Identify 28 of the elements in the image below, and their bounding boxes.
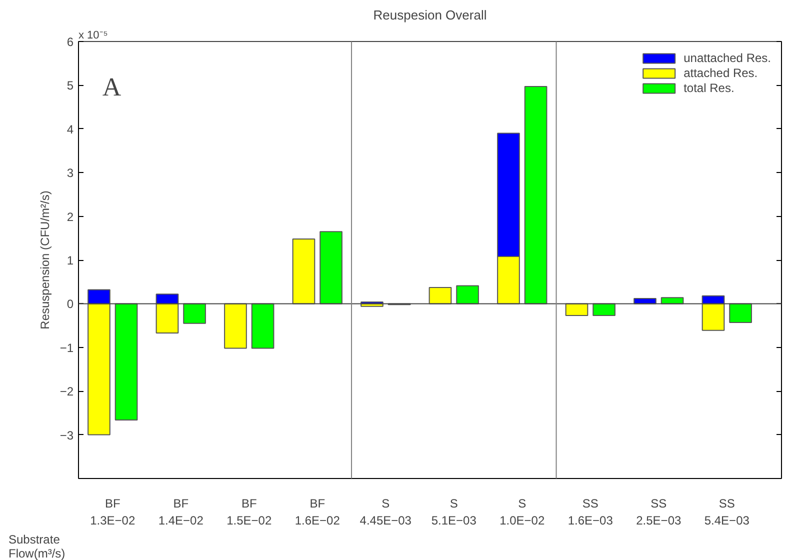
x-axis-title: Substrate Flow(m³/s) <box>8 532 66 560</box>
legend-label: unattached Res. <box>684 51 771 65</box>
x-tick-label: BF 1.6E−02 <box>294 496 340 528</box>
legend-label: total Res. <box>684 81 734 95</box>
y-tick-label: 3 <box>66 166 74 180</box>
legend-label: attached Res. <box>684 66 758 80</box>
x-tick-label: S 4.45E−03 <box>360 496 412 528</box>
y-tick-label: 0 <box>66 297 74 312</box>
x-tick-label: BF 1.4E−02 <box>158 496 204 528</box>
y-tick-label: 5 <box>66 78 74 93</box>
x-tick-label: S 1.0E−02 <box>500 496 545 528</box>
x-tick-label: SS 2.5E−03 <box>636 496 682 528</box>
x-tick-label: SS 1.6E−03 <box>568 496 614 528</box>
y-tick-label: 1 <box>66 254 74 268</box>
y-tick-label: −2 <box>60 384 74 399</box>
y-axis-title: Resuspension (CFU/m²/s) <box>38 190 52 330</box>
y-tick-label: −1 <box>60 340 74 355</box>
chart-title: Reuspesion Overall <box>373 8 487 22</box>
y-tick-label: 2 <box>66 210 74 224</box>
text: x 10⁻⁵ <box>78 30 108 42</box>
x-tick-label: S 5.1E−03 <box>431 496 477 528</box>
y-tick-label: 6 <box>66 35 74 49</box>
annotation: A <box>102 72 122 102</box>
y-tick-label: 4 <box>66 122 74 136</box>
x-tick-label: BF 1.3E−02 <box>90 496 136 528</box>
y-tick-label: −3 <box>60 428 74 442</box>
x-tick-label: SS 5.4E−03 <box>704 496 750 528</box>
x-tick-label: BF 1.5E−02 <box>226 496 272 528</box>
